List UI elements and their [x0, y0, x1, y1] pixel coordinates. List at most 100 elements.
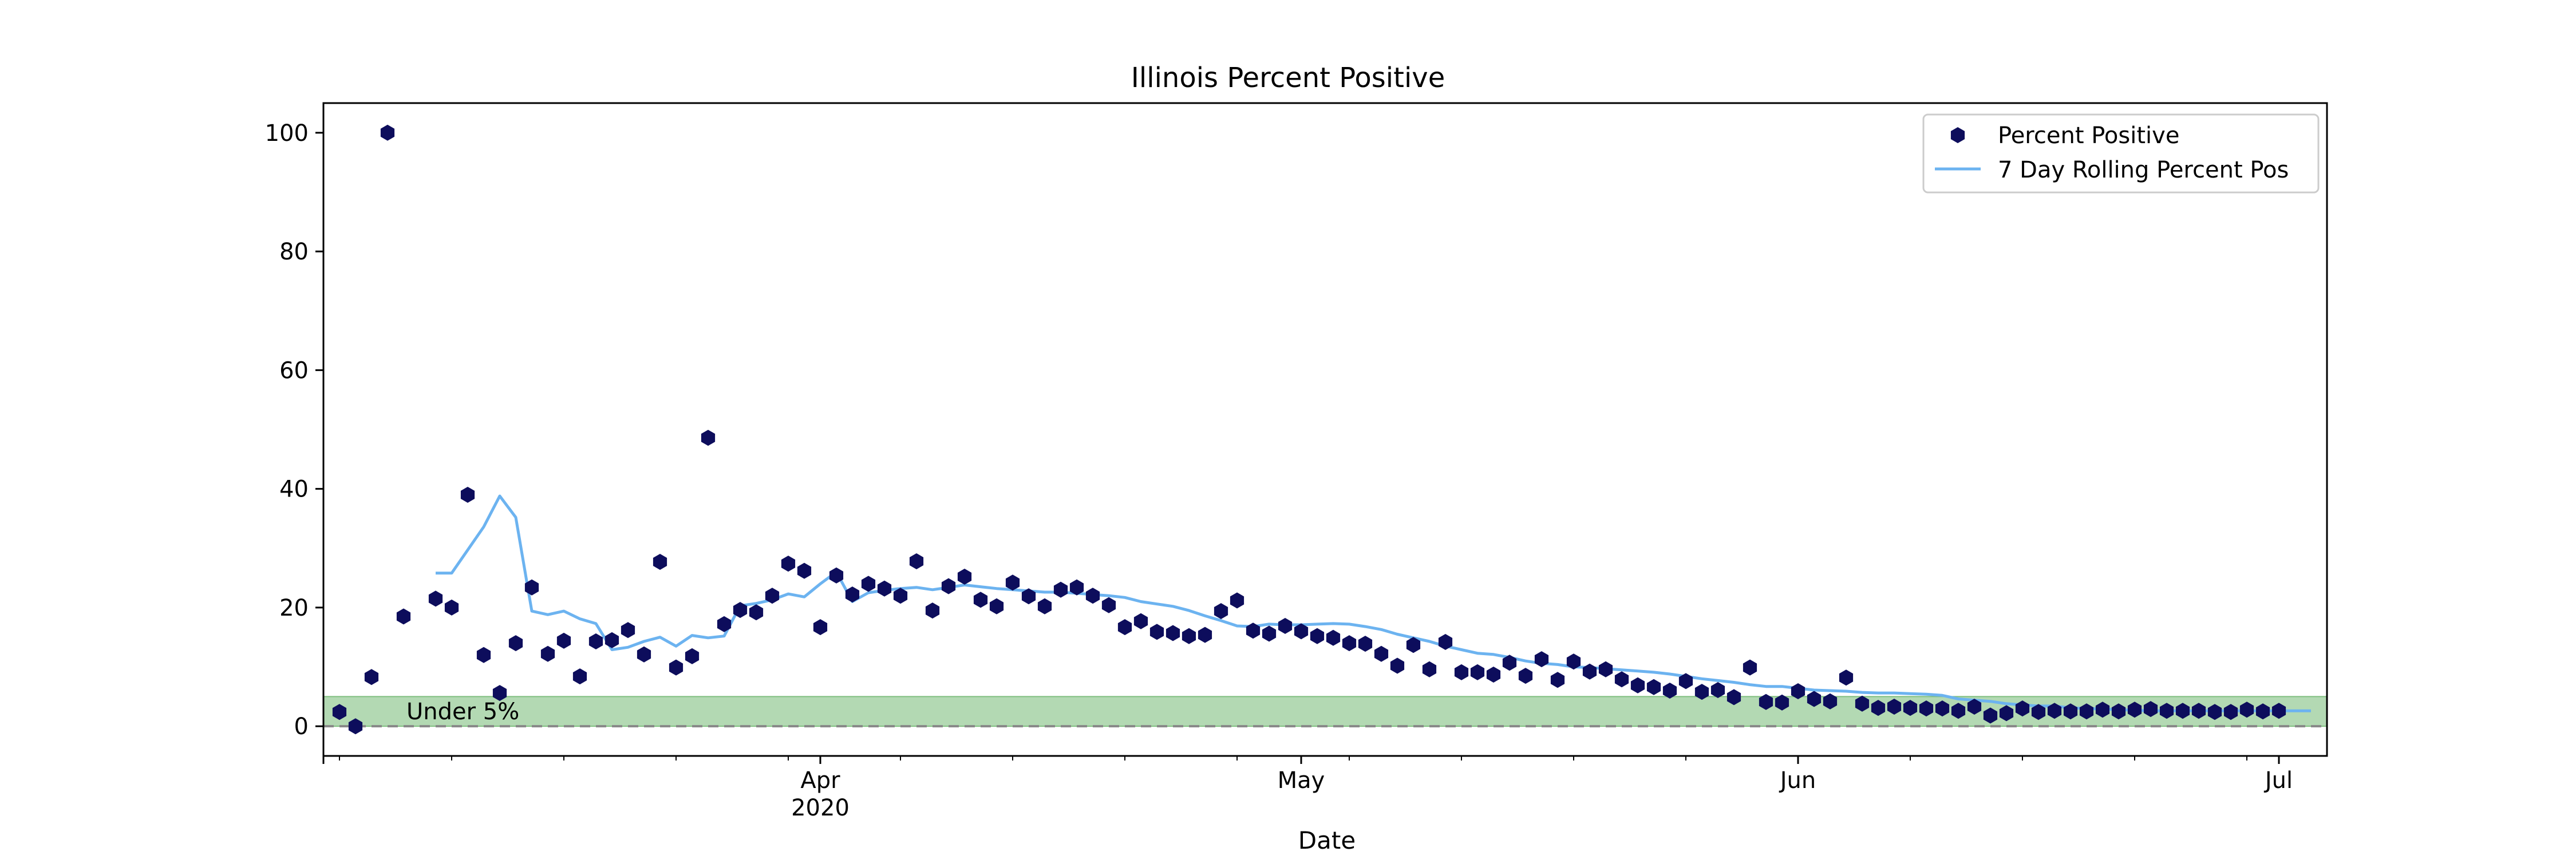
data-point [2143, 701, 2158, 718]
x-tick-sublabel: 2020 [791, 795, 850, 821]
data-point [2063, 703, 2078, 720]
data-point [364, 669, 379, 685]
data-point [893, 588, 908, 604]
legend-box [1922, 113, 2320, 194]
data-point [1101, 597, 1116, 613]
data-point [380, 124, 395, 141]
data-point [1919, 700, 1934, 717]
data-point [1037, 598, 1052, 614]
data-point [765, 588, 780, 604]
data-point [2095, 702, 2110, 718]
data-point [2207, 704, 2222, 720]
data-point [1438, 634, 1453, 650]
y-tick-label: 60 [279, 357, 309, 384]
data-point [1855, 695, 1870, 712]
data-point [1582, 663, 1597, 680]
data-point [781, 555, 796, 572]
data-point [605, 632, 619, 648]
data-point [1967, 699, 1982, 715]
percent-positive-series [332, 124, 2286, 735]
data-point [1021, 588, 1036, 605]
x-tick-label: Jun [1779, 767, 1816, 794]
data-point [1871, 700, 1886, 716]
data-point [1486, 667, 1501, 683]
data-point [1198, 626, 1212, 643]
data-point [1807, 691, 1822, 707]
data-point [861, 576, 876, 592]
rolling-line [436, 494, 2311, 712]
data-point [1935, 700, 1950, 717]
data-point [2239, 702, 2254, 718]
data-point [989, 598, 1004, 614]
data-point [1342, 635, 1357, 652]
data-point [909, 553, 924, 570]
data-point [2271, 703, 2286, 719]
data-point [1310, 628, 1325, 644]
data-point [1149, 624, 1164, 640]
data-point [653, 554, 667, 570]
y-tick-label: 40 [279, 476, 309, 503]
x-tick-label: May [1278, 767, 1325, 794]
data-point [1614, 671, 1629, 688]
threshold-band-label: Under 5% [406, 699, 519, 725]
data-point [428, 590, 443, 607]
data-point [1133, 613, 1148, 629]
data-point [1678, 673, 1693, 689]
data-point [1726, 689, 1741, 706]
legend-label-percent-positive: Percent Positive [1998, 123, 2179, 149]
data-point [1823, 693, 1838, 710]
data-point [460, 487, 475, 503]
data-point [444, 599, 459, 616]
data-point [2175, 703, 2190, 719]
data-point [1518, 668, 1533, 684]
chart-title: Illinois Percent Positive [1131, 62, 1445, 94]
data-point [637, 646, 651, 663]
data-point [1246, 622, 1261, 639]
data-point [1887, 699, 1902, 715]
data-point [717, 616, 732, 632]
data-point [669, 659, 683, 676]
data-point [1566, 653, 1581, 670]
data-point [621, 622, 635, 639]
data-point [556, 632, 571, 649]
data-point [1662, 683, 1677, 699]
data-point [476, 647, 491, 663]
axes-frame [322, 102, 2328, 757]
data-point [1214, 603, 1228, 620]
data-point [1502, 655, 1517, 671]
data-point [973, 592, 988, 608]
data-point [540, 645, 555, 662]
data-point [572, 668, 587, 685]
data-point [941, 578, 956, 594]
data-point [1358, 636, 1373, 652]
data-point [957, 569, 972, 585]
data-point [2111, 703, 2126, 720]
legend-label-rolling: 7 Day Rolling Percent Pos [1998, 157, 2289, 183]
data-point [508, 635, 523, 652]
data-point [1710, 682, 1725, 698]
rolling-series [436, 494, 2311, 712]
legend-marker-percent-positive [1950, 127, 1965, 143]
data-point [1278, 618, 1293, 634]
data-point [2223, 704, 2238, 720]
data-point [1406, 637, 1421, 653]
data-point [701, 430, 716, 446]
data-point [1374, 645, 1389, 662]
data-point [2031, 704, 2046, 720]
data-point [2191, 703, 2206, 719]
data-point [332, 704, 347, 720]
data-point [1326, 629, 1341, 646]
data-point [492, 685, 507, 702]
data-point [1951, 703, 1966, 719]
data-point [1839, 669, 1854, 686]
data-point [749, 604, 764, 621]
data-point [1294, 623, 1309, 640]
data-point [877, 580, 892, 597]
data-point [396, 608, 411, 625]
y-tick-label: 20 [279, 595, 309, 621]
data-point [1262, 625, 1277, 642]
data-point [588, 633, 603, 649]
data-point [797, 562, 812, 579]
data-point [1470, 664, 1485, 680]
